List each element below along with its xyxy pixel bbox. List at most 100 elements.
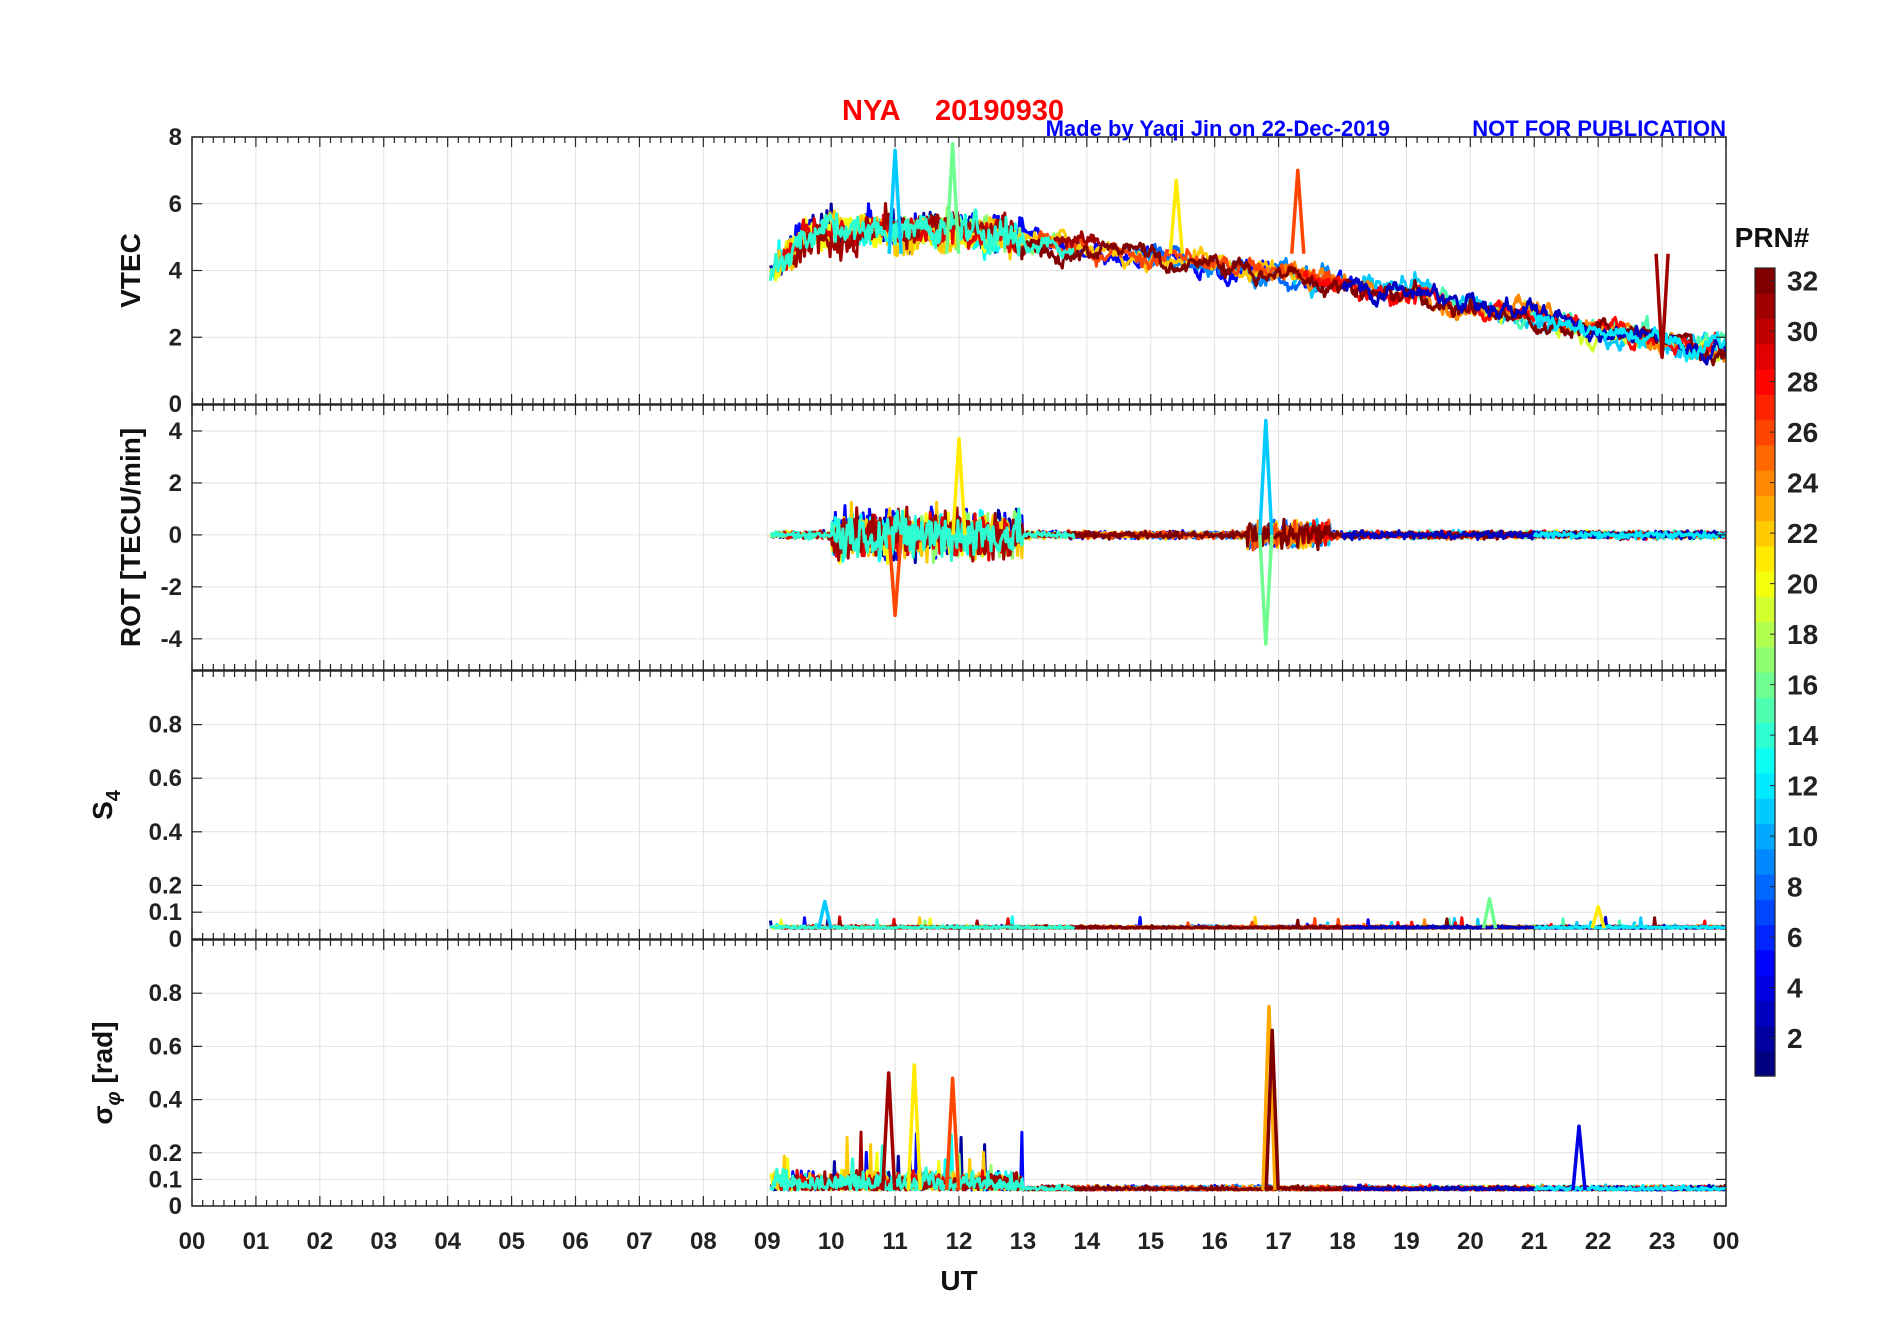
colorbar-tick-label: 30	[1787, 316, 1818, 347]
y-tick-label: 0.2	[149, 1140, 182, 1167]
colorbar-segment	[1755, 545, 1775, 572]
y-tick-label: 0	[169, 1193, 182, 1220]
y-axis-label-sigma_phi: σφ [rad]	[87, 1021, 125, 1124]
y-tick-label: 0.4	[149, 819, 183, 846]
y-tick-label: 2	[169, 324, 182, 351]
feature-spike	[951, 437, 967, 536]
series-line-prn-12	[1532, 311, 1726, 363]
x-tick-label: 01	[243, 1228, 270, 1255]
colorbar-segment	[1755, 848, 1775, 875]
feature-spike	[906, 1063, 923, 1191]
colorbar-segment	[1755, 444, 1775, 471]
colorbar-tick-label: 16	[1787, 670, 1818, 701]
colorbar-segment	[1755, 1050, 1775, 1077]
colorbar-tick-label: 10	[1787, 821, 1818, 852]
colorbar-label: PRN#	[1735, 222, 1810, 253]
y-tick-label: 4	[169, 258, 183, 285]
y-tick-label: 0.8	[149, 980, 182, 1007]
colorbar-segment	[1755, 823, 1775, 850]
x-tick-label: 06	[562, 1228, 589, 1255]
x-tick-label: 19	[1393, 1228, 1420, 1255]
colorbar-segment	[1755, 470, 1775, 496]
x-tick-label: 12	[946, 1228, 973, 1255]
series-lines	[769, 418, 1726, 646]
x-axis-label: UT	[940, 1265, 977, 1296]
colorbar-tick-label: 24	[1787, 468, 1819, 499]
panel-sigma_phi: 00.10.2 0.4 0.6 0.8 σφ [rad]	[87, 939, 1727, 1220]
colorbar-tick-label: 28	[1787, 367, 1818, 398]
x-tick-label: 08	[690, 1228, 717, 1255]
series-line-prn-14	[769, 1144, 1075, 1192]
colorbar-segment	[1755, 747, 1775, 774]
feature-spike	[1481, 897, 1498, 929]
colorbar-segment	[1755, 924, 1775, 951]
feature-spike	[1571, 1124, 1587, 1191]
x-tick-label: 02	[306, 1228, 333, 1255]
feature-spike	[1590, 905, 1606, 929]
y-tick-label: 0	[169, 391, 182, 418]
series-line-prn-14	[768, 208, 1075, 282]
colorbar-segment	[1755, 1000, 1775, 1027]
feature-spike	[1290, 168, 1306, 254]
series-line-prn-14	[769, 918, 1076, 930]
x-tick-label: 05	[498, 1228, 525, 1255]
colorbar-segment	[1755, 697, 1775, 724]
x-tick-label: 09	[754, 1228, 781, 1255]
feature-spike	[1258, 534, 1274, 646]
colorbar-segment	[1755, 975, 1775, 1001]
title-station: NYA	[842, 95, 901, 127]
colorbar-segment	[1755, 722, 1775, 749]
series-lines	[768, 897, 1726, 930]
colorbar-segment	[1755, 369, 1775, 395]
series-line-prn-12	[1533, 924, 1726, 930]
y-tick-label: 6	[169, 191, 182, 218]
x-tick-label: 21	[1521, 1228, 1548, 1255]
feature-spike	[1261, 1004, 1277, 1191]
series-line-prn-32	[1015, 238, 1726, 367]
x-tick-label: 16	[1201, 1228, 1228, 1255]
colorbar-tick-label: 2	[1787, 1023, 1803, 1054]
x-tick-label: 17	[1265, 1228, 1292, 1255]
panel-rot: -4 -2 0 2 4 ROT [TECU/min]	[115, 404, 1727, 671]
y-axis-label-vtec: VTEC	[115, 233, 146, 308]
x-tick-label: 15	[1137, 1228, 1164, 1255]
y-tick-label: 0.8	[149, 712, 182, 739]
x-tick-label: 23	[1649, 1228, 1676, 1255]
x-tick-label: 04	[434, 1228, 461, 1255]
feature-spike	[1264, 1028, 1280, 1191]
y-tick-label: 0.1	[149, 1166, 182, 1193]
series-lines	[768, 141, 1726, 367]
colorbar-segment	[1755, 268, 1775, 294]
colorbar-segment	[1755, 419, 1775, 446]
colorbar-tick-label: 8	[1787, 872, 1803, 903]
y-tick-label: 0	[169, 926, 182, 953]
series-line-prn-14	[770, 507, 1076, 562]
panel-vtec: 0 2 4 6 8 VTEC	[115, 124, 1727, 418]
feature-spike	[944, 141, 961, 254]
colorbar-segment	[1755, 1025, 1775, 1052]
colorbar-segment	[1755, 899, 1775, 926]
colorbar-segment	[1755, 949, 1775, 976]
y-axis-label-s4: S4	[87, 789, 125, 820]
feature-spike	[887, 534, 903, 618]
colorbar-segment	[1755, 874, 1775, 900]
x-tick-label: 07	[626, 1228, 653, 1255]
colorbar-tick-label: 18	[1787, 619, 1818, 650]
colorbar-segment	[1755, 571, 1775, 597]
colorbar-segment	[1755, 394, 1775, 421]
y-tick-label: 0.6	[149, 1033, 182, 1060]
series-line-prn-12	[1532, 529, 1726, 541]
x-tick-label: 00	[1713, 1228, 1740, 1255]
colorbar-segment	[1755, 293, 1775, 320]
y-tick-label: 0.6	[149, 765, 182, 792]
x-tick-label: 20	[1457, 1228, 1484, 1255]
colorbar-tick-label: 12	[1787, 771, 1818, 802]
feature-spike	[817, 899, 833, 929]
y-tick-label: 0.2	[149, 872, 182, 899]
colorbar-segment	[1755, 520, 1775, 547]
y-tick-label: 0.4	[149, 1087, 183, 1114]
colorbar-tick-label: 32	[1787, 266, 1818, 297]
